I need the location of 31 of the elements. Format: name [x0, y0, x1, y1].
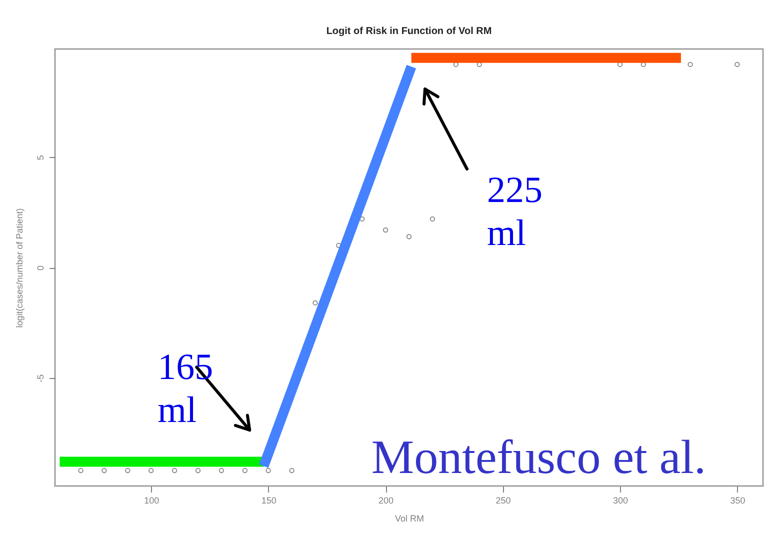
point: [125, 468, 130, 474]
point: [289, 468, 294, 474]
x-tick-label: 150: [261, 496, 276, 506]
y-tick-label: 5: [36, 155, 46, 160]
point: [148, 468, 154, 474]
point: [242, 468, 248, 474]
point: [266, 468, 271, 474]
point: [78, 468, 84, 474]
point: [172, 468, 178, 474]
point: [734, 62, 740, 68]
x-axis-title: Vol RM: [394, 514, 424, 524]
point: [382, 227, 388, 233]
x-tick-label: 200: [378, 496, 394, 506]
annotation: Montefusco et al.: [371, 431, 706, 484]
point: [218, 468, 224, 474]
y-axis-title: logit(cases/number of Patient): [14, 208, 24, 328]
x-tick-label: 350: [730, 496, 746, 506]
point: [195, 468, 201, 474]
x-tick-label: 100: [144, 496, 160, 506]
chart-title: Logit of Risk in Function of Vol RM: [326, 26, 492, 37]
point: [102, 468, 107, 474]
x-tick-label: 250: [496, 496, 511, 506]
y-tick-label: -5: [36, 374, 46, 382]
point: [406, 234, 412, 240]
point: [430, 216, 436, 222]
point: [688, 62, 693, 68]
x-tick-label: 300: [612, 496, 628, 506]
point: [312, 300, 318, 306]
annotation: 225 ml: [487, 170, 542, 254]
y-tick-label: 0: [36, 265, 46, 271]
annotation: 165 ml: [158, 347, 214, 432]
